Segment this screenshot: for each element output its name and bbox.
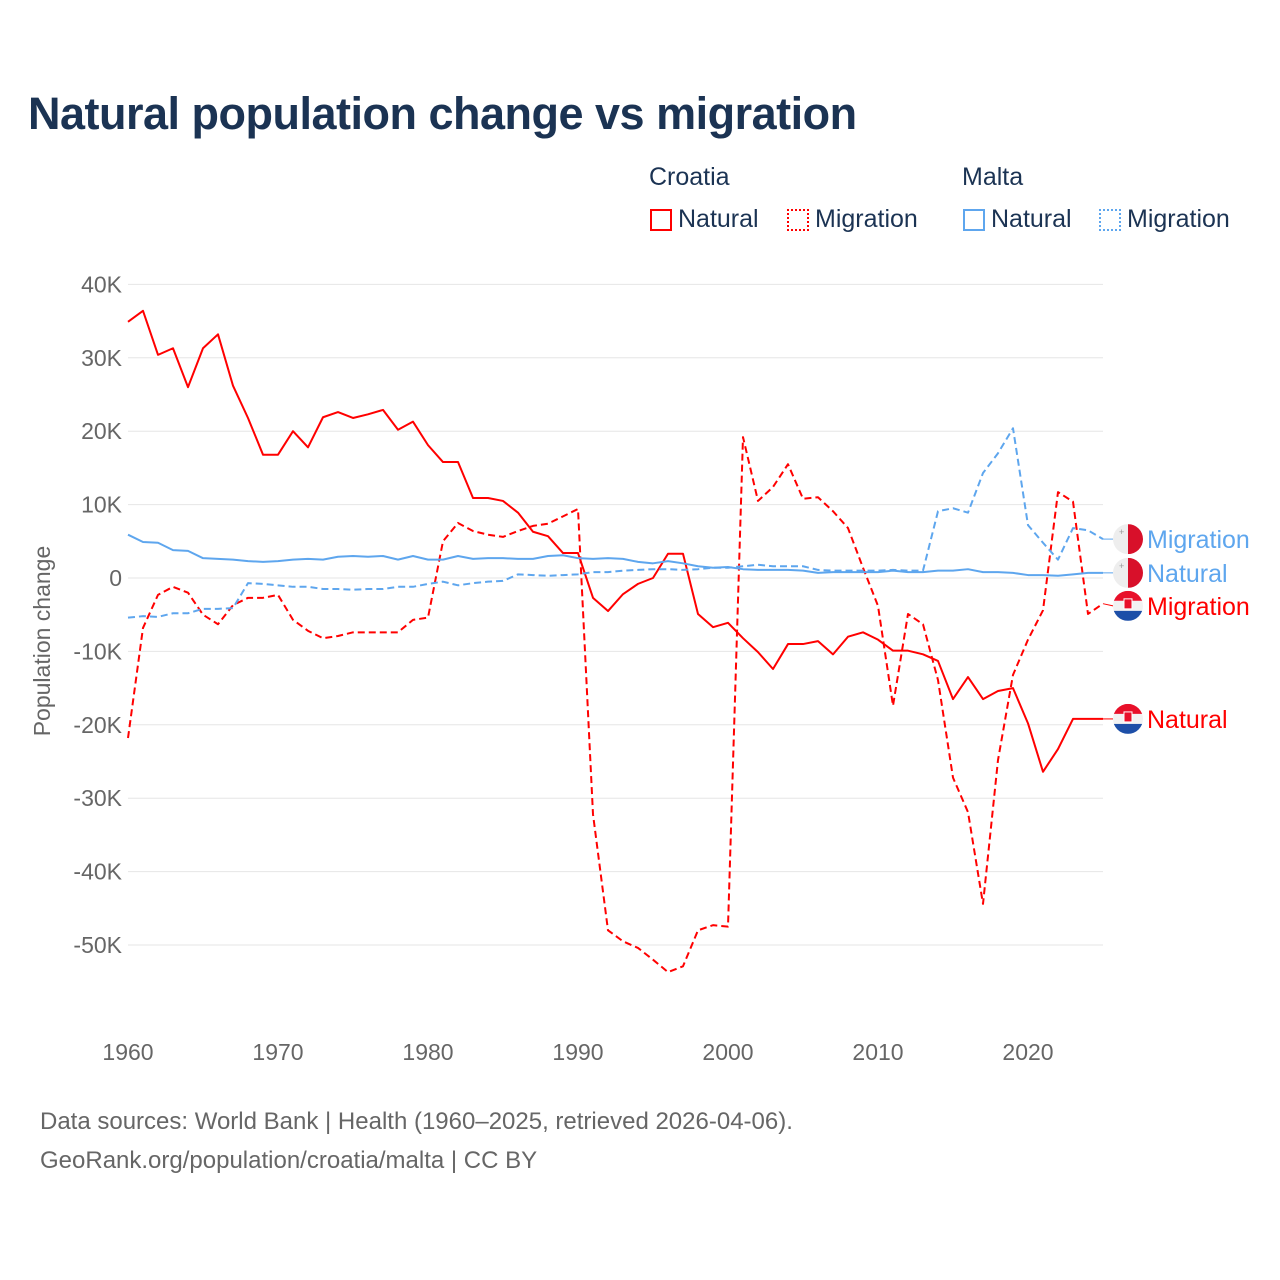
- flag-blue: [1113, 610, 1143, 621]
- y-tick-label: 20K: [81, 418, 123, 444]
- x-tick-label: 1980: [402, 1039, 453, 1065]
- flag-shield: [1123, 598, 1133, 610]
- y-tick-label: -30K: [73, 785, 122, 811]
- legend-group-malta: Malta: [962, 163, 1024, 191]
- y-tick-label: 0: [109, 565, 122, 591]
- x-tick-label: 2000: [702, 1039, 753, 1065]
- end-label-malta-migration: + Migration: [1103, 524, 1250, 555]
- legend-swatch-dotted-blue: [1099, 208, 1121, 231]
- legend-malta-migration[interactable]: Migration: [1099, 205, 1230, 234]
- y-tick-label: 10K: [81, 492, 123, 518]
- flag-red: [1113, 590, 1143, 601]
- legend-croatia-migration[interactable]: Migration: [787, 205, 918, 234]
- george-cross: +: [1119, 527, 1124, 537]
- flag-shield: [1123, 711, 1133, 723]
- george-cross: +: [1119, 561, 1124, 571]
- x-tick-label: 2010: [852, 1039, 903, 1065]
- legend-label: Migration: [815, 205, 918, 233]
- y-tick-label: -50K: [73, 932, 122, 958]
- croatia-flag-icon: [1113, 590, 1143, 621]
- series-line-malta-natural: [127, 533, 1103, 577]
- croatia-flag-icon: [1113, 703, 1143, 734]
- end-label-malta-natural: + Natural: [1103, 557, 1228, 588]
- x-tick-label: 1960: [102, 1039, 153, 1065]
- legend-malta-natural[interactable]: Natural: [963, 205, 1072, 234]
- legend-label: Migration: [1127, 205, 1230, 233]
- connector-line: [1102, 603, 1114, 607]
- footer-attribution[interactable]: GeoRank.org/population/croatia/malta | C…: [40, 1147, 538, 1174]
- malta-flag-icon: +: [1113, 524, 1143, 555]
- x-tick-label: 1970: [252, 1039, 303, 1065]
- legend-label: Natural: [991, 205, 1072, 233]
- x-tick-label: 1990: [552, 1039, 603, 1065]
- series-line-croatia-natural: [127, 309, 1103, 773]
- y-tick-label: 30K: [81, 345, 123, 371]
- legend-swatch-solid-red: [650, 208, 672, 231]
- y-tick-label: -20K: [73, 712, 122, 738]
- flag-white: [1113, 557, 1128, 588]
- flag-white: [1113, 524, 1128, 555]
- end-label-text: Migration: [1147, 593, 1250, 621]
- end-label-text: Migration: [1147, 526, 1250, 554]
- legend-swatch-solid-blue: [963, 208, 985, 231]
- malta-flag-icon: +: [1113, 557, 1143, 588]
- y-tick-label: 40K: [81, 271, 123, 297]
- legend-croatia-natural[interactable]: Natural: [650, 205, 759, 234]
- x-tick-label: 2020: [1002, 1039, 1053, 1065]
- flag-red: [1128, 524, 1143, 555]
- flag-red: [1128, 557, 1143, 588]
- y-tick-label: -40K: [73, 859, 122, 885]
- legend-swatch-dotted-red: [787, 208, 809, 231]
- footer-sources: Data sources: World Bank | Health (1960–…: [40, 1108, 793, 1135]
- legend-label: Natural: [678, 205, 759, 233]
- end-label-croatia-migration: Migration: [1102, 590, 1250, 621]
- y-axis-label: Population change: [29, 546, 55, 737]
- end-label-croatia-natural: Natural: [1103, 703, 1228, 734]
- series-line-malta-migration: [127, 427, 1104, 619]
- flag-blue: [1113, 723, 1143, 734]
- chart-title: Natural population change vs migration: [28, 88, 857, 139]
- flag-red: [1113, 703, 1143, 714]
- series-line-croatia-migration: [127, 436, 1104, 974]
- y-tick-label: -10K: [73, 638, 122, 664]
- legend-group-croatia: Croatia: [649, 163, 730, 191]
- end-label-text: Natural: [1147, 706, 1228, 734]
- end-label-text: Natural: [1147, 560, 1228, 588]
